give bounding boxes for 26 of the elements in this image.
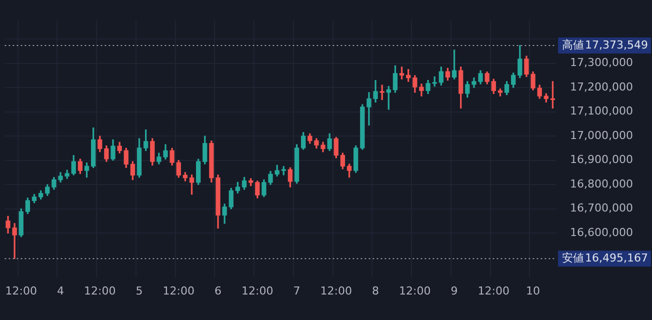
x-tick-label: 9 xyxy=(450,284,458,298)
x-tick-label: 12:00 xyxy=(242,284,274,298)
text: 17,373,549 xyxy=(585,38,648,52)
x-tick-label: 8 xyxy=(372,284,380,298)
y-tick-label: 17,300,000 xyxy=(570,56,633,70)
x-tick-label: 12:00 xyxy=(478,284,510,298)
x-tick-label: 12:00 xyxy=(399,284,431,298)
x-tick-label: 10 xyxy=(526,284,540,298)
y-tick-label: 16,900,000 xyxy=(570,153,633,166)
y-tick-label: 17,100,000 xyxy=(570,104,633,118)
text: 16,495,167 xyxy=(585,251,648,264)
x-tick-label: 4 xyxy=(57,284,64,298)
x-tick-label: 12:00 xyxy=(162,284,194,298)
y-tick-label: 16,800,000 xyxy=(570,177,633,190)
y-tick-label: 16,600,000 xyxy=(570,226,633,239)
y-tick-label: 16,700,000 xyxy=(570,202,633,215)
x-tick-label: 12:00 xyxy=(5,284,37,298)
x-tick-label: 12:00 xyxy=(320,284,352,298)
x-tick-label: 5 xyxy=(136,284,143,298)
ref-line-label: 安値 xyxy=(562,251,584,264)
x-tick-label: 7 xyxy=(293,284,300,298)
x-tick-label: 6 xyxy=(214,284,222,298)
y-tick-label: 17,200,000 xyxy=(570,80,633,94)
ref-line-label: 高値 xyxy=(562,38,584,52)
y-tick-label: 17,000,000 xyxy=(570,128,633,142)
x-tick-label: 12:00 xyxy=(84,284,116,298)
